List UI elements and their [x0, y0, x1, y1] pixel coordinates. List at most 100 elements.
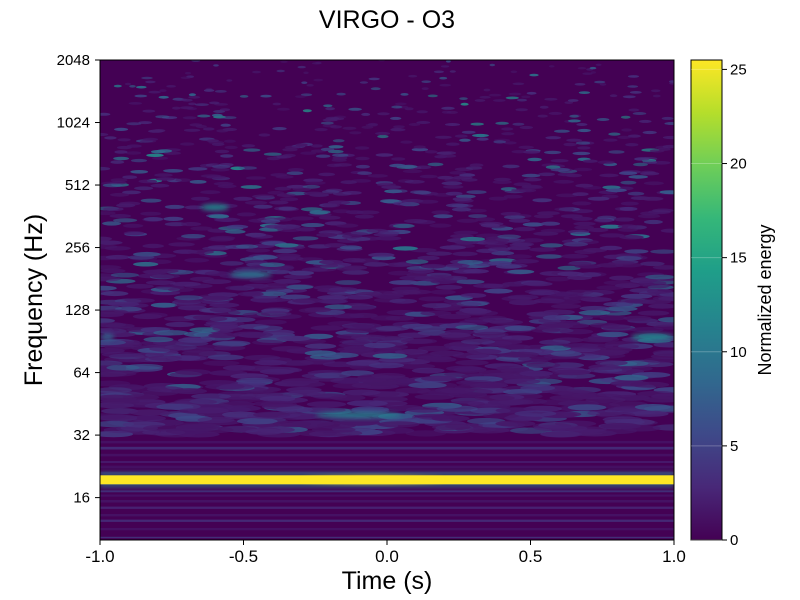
noise-blob: [523, 177, 542, 182]
noise-blob: [143, 336, 174, 343]
noise-blob: [550, 351, 582, 357]
noise-blob: [318, 172, 336, 177]
noise-blob: [508, 299, 541, 305]
noise-blob: [455, 359, 489, 366]
noise-blob: [303, 71, 309, 75]
noise-blob: [195, 344, 232, 351]
noise-blob: [617, 224, 638, 229]
noise-blob: [214, 149, 230, 154]
noise-blob: [629, 91, 642, 94]
noise-blob: [359, 81, 368, 84]
noise-blob: [101, 351, 139, 358]
x-tick-label: -1.0: [85, 547, 114, 566]
noise-blob: [605, 306, 638, 312]
y-tick-label: 64: [73, 365, 90, 382]
noise-blob: [303, 333, 334, 340]
noise-blob: [172, 106, 181, 110]
noise-blob: [588, 336, 620, 343]
noise-blob: [219, 261, 244, 266]
noise-blob: [388, 280, 419, 285]
noise-blob: [424, 356, 457, 363]
colorbar-frame: [690, 59, 723, 541]
noise-blob: [637, 310, 670, 316]
noise-blob: [392, 223, 415, 229]
noise-blob: [650, 89, 661, 93]
noise-blob: [520, 385, 556, 391]
noise-blob: [451, 207, 472, 212]
noise-blob: [222, 365, 256, 371]
noise-blob: [552, 369, 591, 376]
noise-blob: [515, 108, 528, 112]
noise-blob: [445, 191, 463, 196]
noise-blob: [430, 289, 456, 295]
noise-blob: [342, 126, 357, 130]
noise-blob: [495, 420, 536, 427]
colorbar-gradient: [691, 60, 722, 540]
noise-blob: [640, 299, 672, 305]
noise-blob: [100, 339, 126, 346]
noise-blob: [642, 396, 674, 403]
noise-blob: [532, 198, 552, 203]
noise-blob: [460, 293, 487, 298]
background-band: [100, 440, 674, 444]
noise-blob: [340, 245, 362, 250]
colorbar-label: Normalized energy: [755, 224, 775, 375]
noise-blob: [163, 169, 184, 173]
noise-blob: [129, 415, 167, 422]
noise-blob: [466, 427, 510, 434]
energy-feature: [315, 411, 402, 419]
noise-blob: [142, 425, 183, 432]
noise-blob: [288, 389, 326, 396]
noise-blob: [526, 91, 537, 95]
noise-blob: [100, 370, 137, 377]
noise-blob: [117, 138, 131, 142]
noise-blob: [643, 219, 663, 225]
noise-blob: [258, 133, 271, 137]
noise-blob: [627, 85, 639, 88]
band-layer: [100, 440, 674, 539]
noise-blob: [100, 112, 111, 116]
background-band: [100, 528, 674, 531]
noise-blob: [139, 312, 168, 318]
noise-blob: [100, 360, 123, 367]
noise-blob: [400, 338, 433, 344]
noise-blob: [375, 153, 394, 157]
noise-blob: [110, 272, 139, 278]
noise-blob: [250, 234, 274, 239]
noise-blob: [321, 189, 340, 194]
noise-blob: [391, 105, 403, 109]
noise-blob: [267, 269, 291, 275]
noise-blob: [404, 179, 425, 184]
noise-blob: [544, 97, 558, 101]
noise-blob: [140, 211, 162, 216]
noise-blob: [311, 426, 356, 433]
noise-blob: [587, 227, 609, 233]
noise-blob: [380, 199, 400, 204]
noise-blob: [367, 174, 388, 178]
noise-blob: [518, 145, 534, 149]
noise-blob: [639, 119, 652, 123]
noise-blob: [311, 62, 322, 65]
noise-blob: [181, 350, 217, 357]
noise-blob: [593, 218, 613, 223]
noise-blob: [513, 182, 532, 187]
noise-blob: [113, 84, 122, 88]
noise-blob: [276, 69, 285, 73]
noise-blob: [620, 201, 639, 206]
noise-blob: [630, 381, 670, 388]
noise-blob: [463, 268, 489, 274]
noise-blob: [563, 295, 594, 301]
noise-blob: [300, 207, 323, 212]
y-tick-label: 2048: [57, 52, 90, 69]
noise-blob: [277, 413, 317, 420]
noise-blob: [662, 135, 674, 140]
noise-blob: [650, 249, 674, 254]
noise-blob: [589, 66, 597, 70]
noise-blob: [273, 279, 302, 284]
noise-blob: [215, 340, 251, 346]
noise-blob: [405, 430, 447, 437]
noise-blob: [267, 190, 285, 195]
noise-blob: [523, 281, 553, 287]
noise-blob: [130, 170, 149, 174]
plot-area: [99, 59, 675, 541]
